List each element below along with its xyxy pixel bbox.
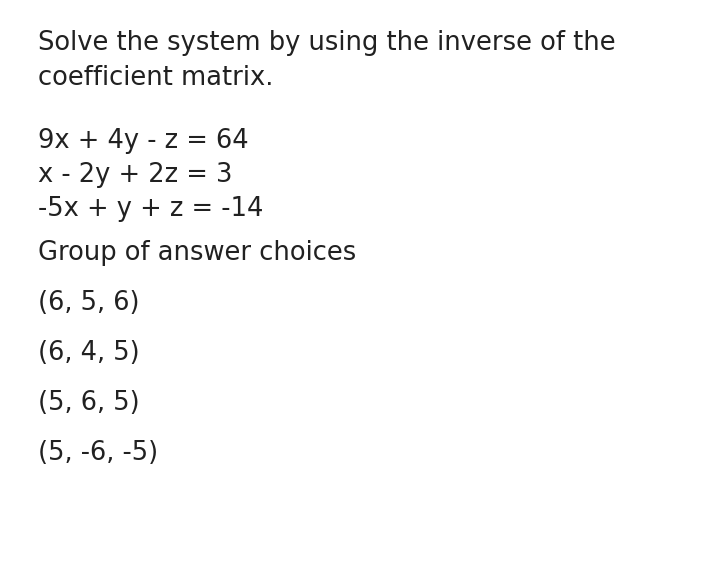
Text: x - 2y + 2z = 3: x - 2y + 2z = 3 bbox=[38, 162, 233, 188]
Text: (5, -6, -5): (5, -6, -5) bbox=[38, 440, 158, 466]
Text: (5, 6, 5): (5, 6, 5) bbox=[38, 390, 140, 416]
Text: -5x + y + z = -14: -5x + y + z = -14 bbox=[38, 196, 264, 222]
Text: (6, 4, 5): (6, 4, 5) bbox=[38, 340, 140, 366]
Text: 9x + 4y - z = 64: 9x + 4y - z = 64 bbox=[38, 128, 248, 154]
Text: coefficient matrix.: coefficient matrix. bbox=[38, 65, 274, 91]
Text: Solve the system by using the inverse of the: Solve the system by using the inverse of… bbox=[38, 30, 616, 56]
Text: Group of answer choices: Group of answer choices bbox=[38, 240, 356, 266]
Text: (6, 5, 6): (6, 5, 6) bbox=[38, 290, 140, 316]
